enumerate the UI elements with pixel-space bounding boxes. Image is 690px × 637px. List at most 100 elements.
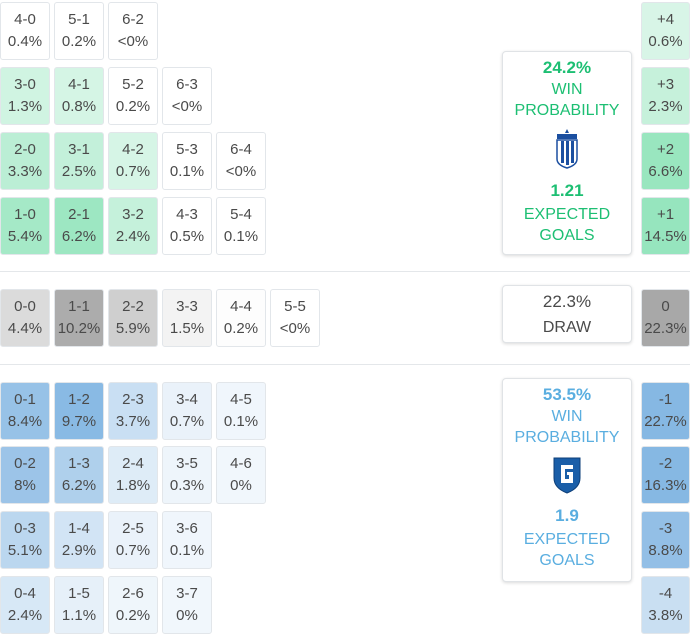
away-score-cell[interactable]: 2-4 1.8% xyxy=(108,446,158,504)
scoreline-probability: 2.9% xyxy=(61,542,97,559)
away-score-cell[interactable]: 0-1 8.4% xyxy=(0,382,50,440)
scoreline-probability: 1.1% xyxy=(61,607,97,624)
home-score-cell[interactable]: 5-2 0.2% xyxy=(108,67,158,125)
home-score-cell[interactable]: 4-0 0.4% xyxy=(0,2,50,60)
away-score-cell[interactable]: 4-6 0% xyxy=(216,446,266,504)
home-score-cell[interactable]: 6-3 <0% xyxy=(162,67,212,125)
scoreline-label: 3-3 xyxy=(176,298,198,315)
goal-margin-cell[interactable]: -1 22.7% xyxy=(641,382,690,440)
away-score-cell[interactable]: 2-5 0.7% xyxy=(108,511,158,569)
away-score-cell[interactable]: 4-5 0.1% xyxy=(216,382,266,440)
scoreline-probability: 2.4% xyxy=(7,607,43,624)
scoreline-label: -4 xyxy=(658,585,673,602)
scoreline-probability: 5.1% xyxy=(7,542,43,559)
away-score-cell[interactable]: 3-6 0.1% xyxy=(162,511,212,569)
home-score-cell[interactable]: 5-3 0.1% xyxy=(162,132,212,190)
goal-margin-cell[interactable]: +4 0.6% xyxy=(641,2,690,60)
draw-score-cell[interactable]: 4-4 0.2% xyxy=(216,289,266,347)
draw-score-cell[interactable]: 5-5 <0% xyxy=(270,289,320,347)
away-score-cell[interactable]: 1-4 2.9% xyxy=(54,511,104,569)
goal-margin-cell[interactable]: -3 8.8% xyxy=(641,511,690,569)
home-win-percentage: 24.2% xyxy=(542,58,592,77)
home-score-cell[interactable]: 4-3 0.5% xyxy=(162,197,212,255)
away-score-cell[interactable]: 2-3 3.7% xyxy=(108,382,158,440)
scoreline-label: 3-4 xyxy=(176,391,198,408)
section-divider-bottom xyxy=(0,364,690,365)
goal-margin-cell[interactable]: 0 22.3% xyxy=(641,289,690,347)
scoreline-label: 2-4 xyxy=(122,455,144,472)
scoreline-label: -2 xyxy=(658,455,673,472)
away-score-cell[interactable]: 0-2 8% xyxy=(0,446,50,504)
home-score-cell[interactable]: 6-2 <0% xyxy=(108,2,158,60)
scoreline-label: 5-1 xyxy=(68,11,90,28)
away-score-cell[interactable]: 0-4 2.4% xyxy=(0,576,50,634)
home-score-cell[interactable]: 5-4 0.1% xyxy=(216,197,266,255)
home-score-cell[interactable]: 2-1 6.2% xyxy=(54,197,104,255)
goal-margin-cell[interactable]: +1 14.5% xyxy=(641,197,690,255)
scoreline-label: 1-3 xyxy=(68,455,90,472)
goal-margin-cell[interactable]: +2 6.6% xyxy=(641,132,690,190)
home-score-cell[interactable]: 6-4 <0% xyxy=(216,132,266,190)
draw-score-cell[interactable]: 2-2 5.9% xyxy=(108,289,158,347)
scoreline-probability: 0.3% xyxy=(169,477,205,494)
scoreline-label: -3 xyxy=(658,520,673,537)
draw-score-cell[interactable]: 3-3 1.5% xyxy=(162,289,212,347)
scoreline-probability: 2.5% xyxy=(61,163,97,180)
goal-margin-cell[interactable]: -4 3.8% xyxy=(641,576,690,634)
scoreline-label: 4-6 xyxy=(230,455,252,472)
home-expected-goals-value: 1.21 xyxy=(550,181,584,200)
home-score-cell[interactable]: 3-0 1.3% xyxy=(0,67,50,125)
home-score-cell[interactable]: 5-1 0.2% xyxy=(54,2,104,60)
scoreline-probability: 9.7% xyxy=(61,413,97,430)
away-score-cell[interactable]: 0-3 5.1% xyxy=(0,511,50,569)
scoreline-label: 5-5 xyxy=(284,298,306,315)
draw-percentage: 22.3% xyxy=(542,291,592,311)
scoreline-label: 1-1 xyxy=(68,298,90,315)
scoreline-label: 0 xyxy=(661,298,670,315)
home-score-cell[interactable]: 4-2 0.7% xyxy=(108,132,158,190)
home-score-cell[interactable]: 3-2 2.4% xyxy=(108,197,158,255)
scoreline-probability: 0.1% xyxy=(223,228,259,245)
scoreline-label: 4-5 xyxy=(230,391,252,408)
scoreline-probability: 2.3% xyxy=(648,98,683,115)
scoreline-probability: 0.2% xyxy=(115,98,151,115)
away-score-cell[interactable]: 1-3 6.2% xyxy=(54,446,104,504)
scoreline-label: -1 xyxy=(658,391,673,408)
away-score-cell[interactable]: 1-5 1.1% xyxy=(54,576,104,634)
scoreline-probability: 0.4% xyxy=(7,33,43,50)
away-win-card: 53.5% WIN PROBABILITY 1.9 EXPECTED GOALS xyxy=(502,378,632,582)
scoreline-probability: 1.3% xyxy=(7,98,43,115)
scoreline-label: 3-7 xyxy=(176,585,198,602)
away-score-cell[interactable]: 3-5 0.3% xyxy=(162,446,212,504)
scoreline-probability: 0.6% xyxy=(648,33,683,50)
draw-score-cell[interactable]: 0-0 4.4% xyxy=(0,289,50,347)
home-score-cell[interactable]: 1-0 5.4% xyxy=(0,197,50,255)
scoreline-probability: 22.7% xyxy=(644,413,687,430)
scoreline-probability: 0.7% xyxy=(115,542,151,559)
scoreline-label: 5-4 xyxy=(230,206,252,223)
scoreline-probability: 4.4% xyxy=(7,320,43,337)
scoreline-label: 2-2 xyxy=(122,298,144,315)
scoreline-label: 0-4 xyxy=(14,585,36,602)
home-score-cell[interactable]: 3-1 2.5% xyxy=(54,132,104,190)
away-score-cell[interactable]: 3-7 0% xyxy=(162,576,212,634)
scoreline-label: 0-3 xyxy=(14,520,36,537)
scoreline-label: 2-3 xyxy=(122,391,144,408)
away-score-cell[interactable]: 3-4 0.7% xyxy=(162,382,212,440)
away-score-cell[interactable]: 2-6 0.2% xyxy=(108,576,158,634)
away-score-cell[interactable]: 1-2 9.7% xyxy=(54,382,104,440)
scoreline-label: 4-0 xyxy=(14,11,36,28)
home-expected-goals-label: EXPECTED GOALS xyxy=(523,206,611,244)
goal-margin-cell[interactable]: +3 2.3% xyxy=(641,67,690,125)
home-score-cell[interactable]: 2-0 3.3% xyxy=(0,132,50,190)
scoreline-probability: 14.5% xyxy=(644,228,687,245)
goal-margin-cell[interactable]: -2 16.3% xyxy=(641,446,690,504)
draw-score-cell[interactable]: 1-1 10.2% xyxy=(54,289,104,347)
scoreline-label: 3-5 xyxy=(176,455,198,472)
scoreline-label: 5-3 xyxy=(176,141,198,158)
scoreline-label: 5-2 xyxy=(122,76,144,93)
home-score-cell[interactable]: 4-1 0.8% xyxy=(54,67,104,125)
home-team-crest-icon xyxy=(554,129,580,174)
scoreline-probability: 22.3% xyxy=(644,320,687,337)
scoreline-label: 3-2 xyxy=(122,206,144,223)
